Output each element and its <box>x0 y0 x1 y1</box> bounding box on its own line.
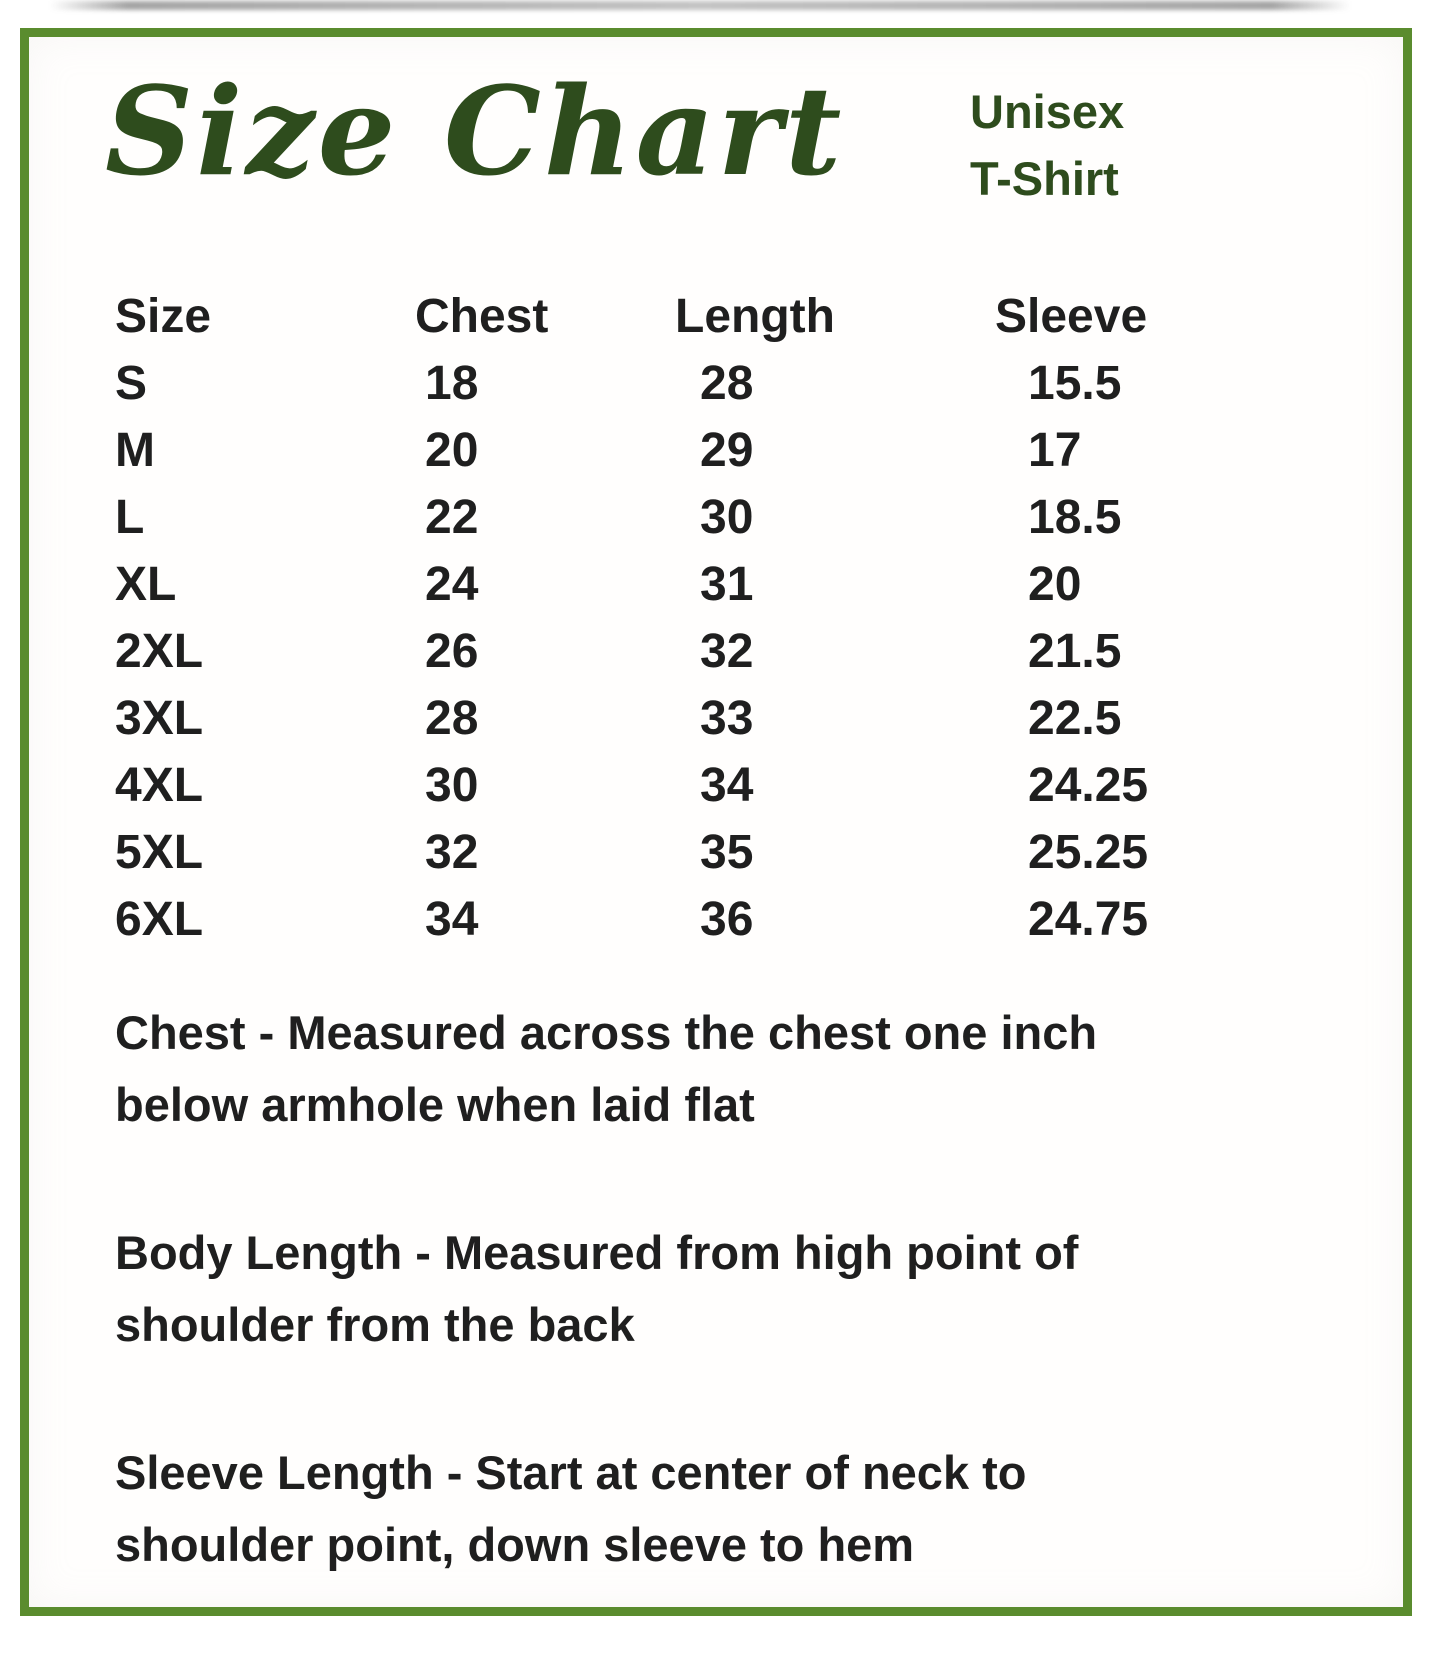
table-row: 6XL 34 36 24.75 <box>115 886 1328 953</box>
table-row: XL 24 31 20 <box>115 551 1328 618</box>
table-cell: 28 <box>425 692 479 745</box>
table-cell: 4XL <box>115 759 204 812</box>
table-cell: 31 <box>700 558 754 611</box>
table-cell: 21.5 <box>1028 625 1122 678</box>
table-row: 3XL 28 33 22.5 <box>115 685 1328 752</box>
table-cell: 34 <box>425 893 479 946</box>
table-cell: 15.5 <box>1028 357 1122 410</box>
note-line: Body Length - Measured from high point o… <box>115 1226 1079 1279</box>
column-header: Sleeve <box>995 290 1148 343</box>
size-table-head-row: Size Chest Length Sleeve <box>115 283 1328 350</box>
table-cell: 25.25 <box>1028 826 1149 879</box>
size-table-head: Size Chest Length Sleeve <box>115 283 1328 350</box>
table-cell: 22 <box>425 491 479 544</box>
table-cell: M <box>115 424 155 477</box>
note-line: below armhole when laid flat <box>115 1078 755 1131</box>
column-header: Length <box>675 290 835 343</box>
note-line: shoulder from the back <box>115 1298 635 1351</box>
note-paragraph: Sleeve Length - Start at center of neck … <box>115 1437 1375 1581</box>
table-cell: L <box>115 491 145 544</box>
table-cell: 32 <box>700 625 754 678</box>
table-row: L 22 30 18.5 <box>115 484 1328 551</box>
table-cell: 24.25 <box>1028 759 1149 812</box>
size-chart-frame: Size Chart Unisex T-Shirt Size Chest Lengt… <box>20 28 1412 1616</box>
product-type-line2: T-Shirt <box>970 151 1119 205</box>
table-cell: 32 <box>425 826 479 879</box>
table-cell: 34 <box>700 759 754 812</box>
note-paragraph: Chest - Measured across the chest one in… <box>115 997 1375 1141</box>
table-row: 2XL 26 32 21.5 <box>115 618 1328 685</box>
table-row: S 18 28 15.5 <box>115 350 1328 417</box>
table-cell: S <box>115 357 148 410</box>
note-line: Sleeve Length - Start at center of neck … <box>115 1446 1027 1499</box>
table-cell: 2XL <box>115 625 204 678</box>
size-chart-title: Size Chart <box>105 59 845 203</box>
table-cell: XL <box>115 558 177 611</box>
table-cell: 24.75 <box>1028 893 1149 946</box>
size-table-body: S 18 28 15.5 M 20 29 17 L 22 30 18.5 XL 24 31 20 2XL 26 32… <box>115 350 1328 953</box>
table-cell: 26 <box>425 625 479 678</box>
size-table: Size Chest Length Sleeve S 18 28 15.5 M 20 29 17 L 2… <box>115 283 1328 953</box>
table-cell: 18.5 <box>1028 491 1122 544</box>
product-type-line1: Unisex <box>970 85 1125 138</box>
table-cell: 35 <box>700 826 754 879</box>
table-row: M 20 29 17 <box>115 417 1328 484</box>
table-row: 5XL 32 35 25.25 <box>115 819 1328 886</box>
scan-edge-artifact <box>50 1 1350 10</box>
note-line: Chest - Measured across the chest one in… <box>115 1006 1098 1059</box>
table-cell: 24 <box>425 558 479 611</box>
table-cell: 30 <box>425 759 479 812</box>
table-cell: 20 <box>425 424 479 477</box>
table-cell: 18 <box>425 357 479 410</box>
column-header: Chest <box>415 290 549 343</box>
table-row: 4XL 30 34 24.25 <box>115 752 1328 819</box>
product-type-label: Unisex T-Shirt <box>970 79 1124 212</box>
table-cell: 33 <box>700 692 754 745</box>
table-cell: 6XL <box>115 893 204 946</box>
table-cell: 22.5 <box>1028 692 1122 745</box>
table-cell: 5XL <box>115 826 204 879</box>
table-cell: 28 <box>700 357 754 410</box>
table-cell: 17 <box>1028 424 1082 477</box>
note-paragraph: Body Length - Measured from high point o… <box>115 1217 1375 1361</box>
table-cell: 3XL <box>115 692 204 745</box>
table-cell: 20 <box>1028 558 1082 611</box>
note-line: shoulder point, down sleeve to hem <box>115 1518 915 1571</box>
table-cell: 36 <box>700 893 754 946</box>
measurement-notes: Chest - Measured across the chest one in… <box>115 997 1375 1657</box>
table-cell: 30 <box>700 491 754 544</box>
column-header: Size <box>115 290 212 343</box>
table-cell: 29 <box>700 424 754 477</box>
